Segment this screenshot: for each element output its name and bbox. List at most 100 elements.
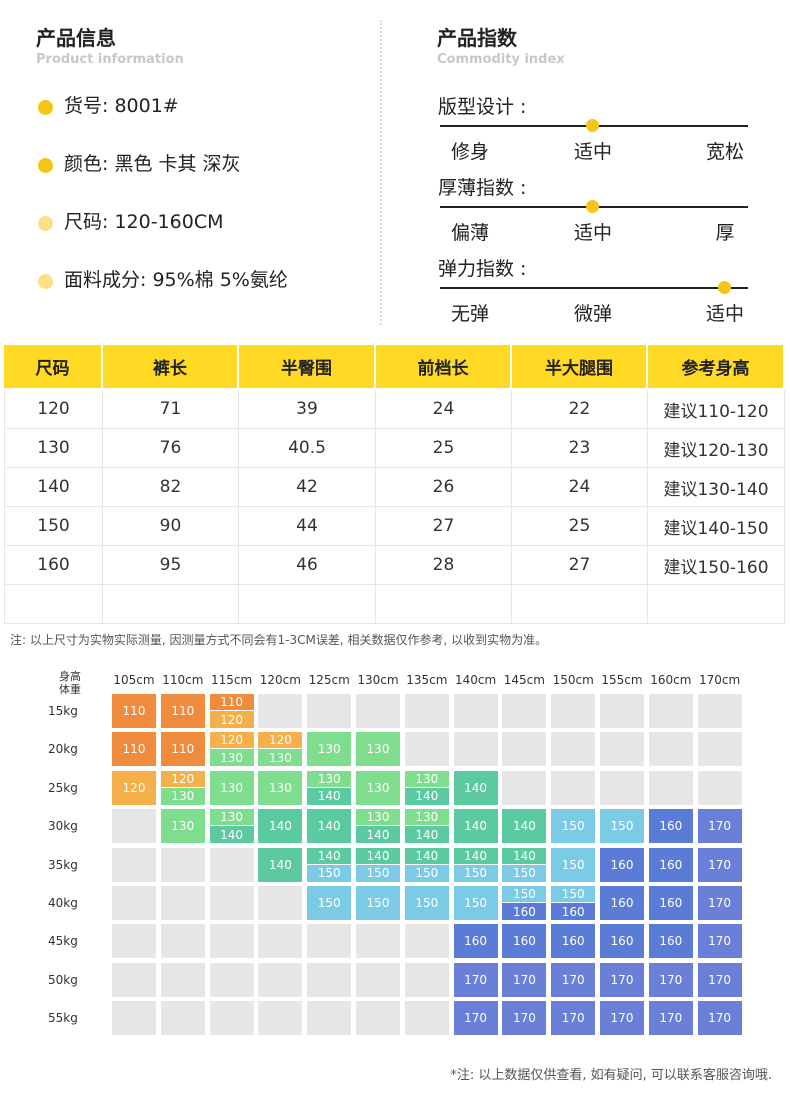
table-cell: 26	[376, 468, 512, 507]
size-cell: 160	[551, 924, 596, 959]
size-cell: 140	[453, 809, 498, 844]
size-cell: 140	[307, 847, 352, 864]
size-cell: 130	[160, 809, 205, 844]
empty-cell	[160, 1001, 205, 1036]
size-cell: 150	[356, 886, 400, 920]
size-cell: 120	[209, 732, 254, 749]
size-cell: 130	[258, 770, 303, 805]
table-cell: 24	[512, 468, 648, 507]
size-cell: 130	[209, 749, 254, 767]
size-cell: 140	[453, 847, 498, 864]
empty-cell	[502, 694, 547, 728]
info-item: 尺码: 120-160CM	[64, 211, 224, 233]
weight-label: 30kg	[48, 819, 78, 834]
height-label: 115cm	[210, 673, 253, 687]
height-label: 105cm	[113, 673, 155, 687]
size-cell: 140	[453, 770, 498, 805]
empty-cell	[502, 770, 547, 805]
table-cell: 130	[4, 429, 103, 468]
size-cell: 170	[453, 962, 498, 997]
size-cell: 160	[648, 924, 693, 959]
table-header: 尺码	[4, 345, 103, 388]
table-cell: 建议130-140	[648, 468, 785, 507]
table-cell	[512, 585, 648, 624]
size-cell: 130	[356, 809, 400, 826]
empty-cell	[258, 694, 303, 728]
table-cell: 150	[4, 507, 103, 546]
size-cell: 140	[258, 847, 303, 882]
empty-cell	[112, 886, 156, 920]
table-header: 半臀围	[239, 345, 376, 388]
height-label: 135cm	[406, 673, 448, 687]
empty-cell	[209, 962, 254, 997]
empty-cell	[697, 694, 742, 728]
size-cell: 160	[551, 903, 596, 920]
size-cell: 150	[453, 864, 498, 882]
table-cell: 120	[4, 390, 103, 429]
size-cell: 120	[258, 732, 303, 749]
size-cell: 160	[600, 886, 644, 920]
empty-cell	[453, 732, 498, 767]
empty-cell	[404, 732, 449, 767]
empty-cell	[648, 770, 693, 805]
table-cell: 27	[376, 507, 512, 546]
size-cell: 130	[356, 732, 400, 767]
size-cell: 150	[551, 886, 596, 902]
index-title: 产品指数	[437, 26, 517, 50]
height-label: 140cm	[454, 673, 497, 687]
size-cell: 140	[404, 847, 449, 864]
empty-cell	[551, 770, 596, 805]
empty-cell	[648, 694, 693, 728]
scale-tick: 修身	[450, 141, 489, 163]
empty-cell	[112, 1001, 156, 1036]
table-cell	[239, 585, 376, 624]
empty-cell	[551, 694, 596, 728]
size-cell: 130	[404, 809, 449, 826]
empty-cell	[112, 924, 156, 959]
chart-note: *注: 以上数据仅供查看, 如有疑问, 可以联系客服咨询哦.	[450, 1068, 772, 1083]
scale-tick: 适中	[573, 222, 612, 244]
size-cell: 170	[697, 1001, 742, 1036]
size-cell: 150	[600, 809, 644, 844]
table-cell: 23	[512, 429, 648, 468]
size-cell: 110	[209, 694, 254, 710]
empty-cell	[258, 962, 303, 997]
size-cell: 130	[209, 770, 254, 805]
size-cell: 170	[551, 1001, 596, 1036]
height-label: 150cm	[552, 673, 594, 687]
size-cell: 160	[600, 924, 644, 959]
size-cell: 160	[453, 924, 498, 959]
table-cell: 140	[4, 468, 103, 507]
size-cell: 130	[258, 749, 303, 767]
empty-cell	[209, 924, 254, 959]
table-cell: 46	[239, 546, 376, 585]
size-cell: 160	[600, 847, 644, 882]
scale-label: 弹力指数 :	[438, 258, 527, 280]
table-cell: 建议120-130	[648, 429, 785, 468]
empty-cell	[356, 962, 400, 997]
size-cell: 150	[404, 886, 449, 920]
empty-cell	[160, 886, 205, 920]
scale-label: 版型设计 :	[438, 96, 527, 118]
size-cell: 120	[112, 770, 156, 805]
table-cell: 27	[512, 546, 648, 585]
size-cell: 140	[502, 809, 547, 844]
size-cell: 150	[551, 847, 596, 882]
size-cell: 140	[209, 826, 254, 844]
table-cell: 25	[376, 429, 512, 468]
bullet	[38, 100, 53, 115]
height-label: 170cm	[698, 673, 741, 687]
table-header: 半大腿围	[512, 345, 648, 388]
size-cell: 170	[697, 886, 742, 920]
scale-tick: 微弹	[573, 303, 612, 325]
table-cell: 160	[4, 546, 103, 585]
empty-cell	[356, 694, 400, 728]
table-cell: 95	[103, 546, 239, 585]
size-cell: 160	[648, 886, 693, 920]
size-cell: 150	[307, 864, 352, 882]
weight-label: 40kg	[48, 896, 78, 910]
size-cell: 170	[600, 1001, 644, 1036]
empty-cell	[697, 770, 742, 805]
size-cell: 140	[307, 787, 352, 805]
height-label: 125cm	[308, 673, 350, 687]
